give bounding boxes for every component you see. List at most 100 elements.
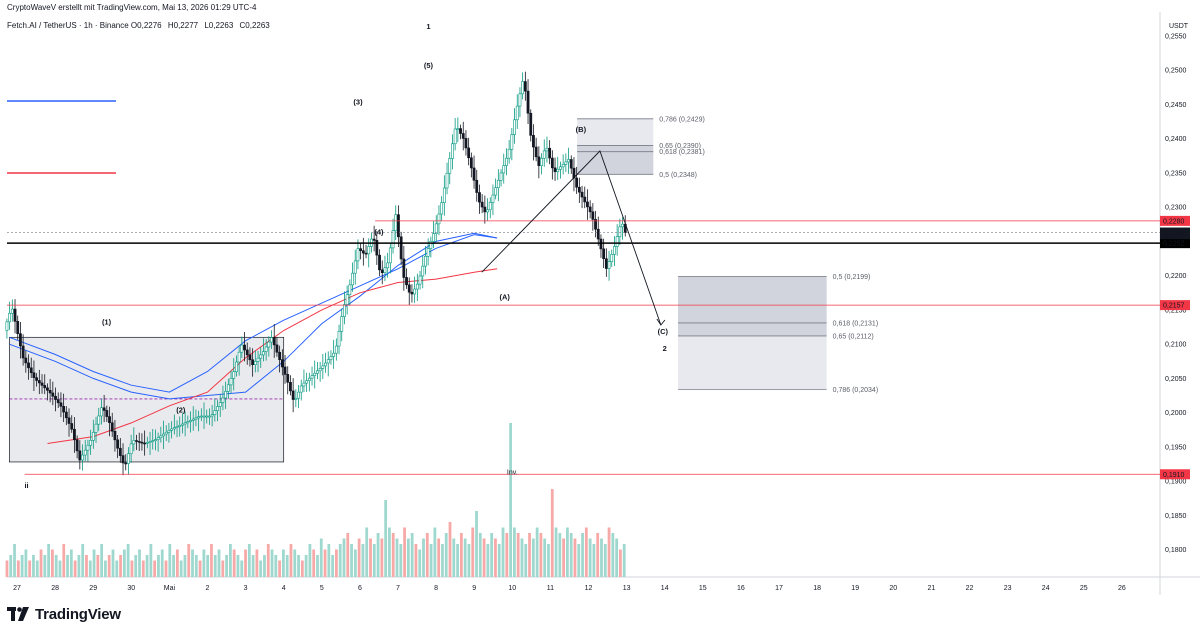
volume-bar [554,527,558,577]
volume-bar [482,538,486,577]
volume-bar [69,549,73,577]
volume-bar [365,527,369,577]
candle-body [513,119,516,135]
volume-bar [509,423,512,577]
candle-body [472,167,476,181]
volume-bar [524,544,528,577]
candle-body [194,417,198,420]
candle-body [91,432,95,441]
volume-bar [369,538,372,577]
candle-body [29,367,33,374]
candle-body [62,406,66,413]
candle-body [224,391,228,399]
volume-bar [198,560,202,577]
volume-bar [111,549,115,577]
volume-bar [240,560,244,577]
candle-body [496,180,500,188]
volume-bar [388,527,391,577]
candle-body [448,158,452,174]
volume-bar [528,533,531,577]
volume-bar [9,555,13,577]
price-tick-label: 0,2550 [1165,33,1187,40]
volume-bar [217,549,221,577]
volume-bar [210,544,213,577]
volume-bar [316,555,319,577]
candle-body [383,267,387,273]
candle-body [534,146,538,158]
candle-body [205,415,209,418]
candle-body [594,219,597,230]
volume-bar [251,555,255,577]
candle-body [37,380,41,384]
volume-bar [213,555,217,577]
volume-bar [232,549,236,577]
price-tick-label: 0,2200 [1165,273,1187,280]
volume-bar [270,549,274,577]
candle-body [421,265,425,277]
time-tick-label: 18 [813,585,821,592]
price-level-tag-label: 0,2157 [1163,303,1185,310]
candle-body [278,351,282,360]
candle-body [610,254,614,262]
volume-bar [361,544,365,577]
volume-bar [183,555,187,577]
volume-bar [531,538,535,577]
projection-arrowhead [656,318,666,326]
ohlc-high: H0,2277 [167,21,199,30]
volume-bar [278,560,282,577]
candle-body [442,187,446,204]
candle-body [245,349,249,356]
volume-bar [395,538,399,577]
candle-body [170,428,174,431]
candle-body [140,441,144,444]
volume-bar [406,538,410,577]
volume-bar [327,544,331,577]
volume-bar [372,544,376,577]
volume-bar [107,555,111,577]
volume-bar [452,538,456,577]
volume-bar [335,549,338,577]
fib-level-label: 0,786 (0,2429) [659,116,705,123]
volume-bar [85,555,88,577]
volume-bar [134,555,138,577]
ohlc-low: L0,2263 [204,21,234,30]
volume-bar [588,538,592,577]
volume-bar [501,527,505,577]
candle-body [162,433,165,437]
ohlc-close: C0,2263 [239,21,270,30]
candle-body [324,362,327,367]
volume-bar [172,555,175,577]
price-tick-label: 0,2350 [1165,170,1187,177]
volume-bar [47,544,51,577]
volume-bar [77,555,81,577]
time-tick-label: 27 [13,585,21,592]
volume-bar [350,544,353,577]
volume-bar [581,533,584,577]
candle-body [48,390,52,394]
candle-body [394,214,398,232]
volume-bar [168,544,172,577]
candle-body [221,397,225,403]
volume-bar [289,544,293,577]
candle-body [89,440,93,446]
volume-bar [39,549,43,577]
candle-body [505,157,508,166]
volume-bar [410,533,414,577]
candle-body [81,454,84,461]
creator-line: CryptoWaveV erstellt mit TradingView.com… [7,3,257,12]
candle-body [550,157,554,169]
symbol-name[interactable]: Fetch.AI / TetherUS · 1h · Binance [7,21,129,30]
candle-body [110,422,114,432]
candle-body [164,431,168,435]
candle-body [607,261,611,269]
candle-body [348,284,352,296]
fib-level-label: 0,65 (0,2112) [833,333,874,340]
volume-bar [478,533,482,577]
volume-bar [274,555,278,577]
candle-body [464,138,468,149]
candle-body [32,372,36,378]
candle-body [97,415,101,425]
candle-body [329,356,333,361]
volume-bar [448,522,452,577]
